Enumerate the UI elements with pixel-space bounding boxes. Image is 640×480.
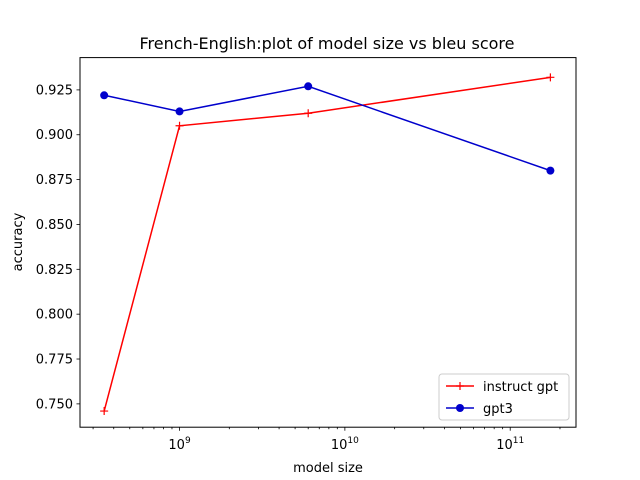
legend: instruct gpt gpt3	[438, 373, 570, 421]
series-line-1	[104, 85, 551, 172]
y-tick-label: 0.825	[36, 263, 73, 278]
x-axis-label: model size	[293, 461, 363, 476]
series-line-0	[103, 76, 551, 412]
chart-title: French-English:plot of model size vs ble…	[140, 34, 515, 53]
y-tick-label: 0.900	[36, 128, 73, 143]
y-tick-label: 0.800	[36, 308, 73, 323]
y-tick-label: 0.850	[36, 218, 73, 233]
data-point	[100, 91, 109, 100]
data-point	[546, 73, 555, 82]
y-tick-label: 0.875	[36, 173, 73, 188]
data-point	[100, 407, 109, 416]
x-tick-label: 1011	[496, 436, 524, 453]
x-axis: 109 1010 1011	[92, 427, 561, 453]
data-point	[175, 107, 184, 116]
y-tick-label: 0.775	[36, 353, 73, 368]
data-point	[304, 109, 313, 118]
y-tick-label: 0.925	[36, 83, 73, 98]
x-tick-label: 109	[168, 436, 191, 453]
x-tick-label: 1010	[331, 436, 359, 453]
legend-marker	[456, 382, 464, 390]
data-point	[304, 82, 313, 91]
legend-marker	[456, 404, 464, 412]
legend-label: instruct gpt	[483, 380, 558, 395]
data-point	[546, 166, 555, 175]
y-tick-label: 0.750	[36, 397, 73, 412]
plot-frame	[79, 57, 577, 428]
data-point	[175, 121, 184, 130]
legend-label: gpt3	[483, 402, 513, 417]
y-axis-label: accuracy	[11, 212, 26, 271]
plot-area	[100, 73, 555, 416]
y-axis: 0.750 0.775 0.800 0.825 0.850 0.875 0.900 0.925	[36, 83, 80, 412]
